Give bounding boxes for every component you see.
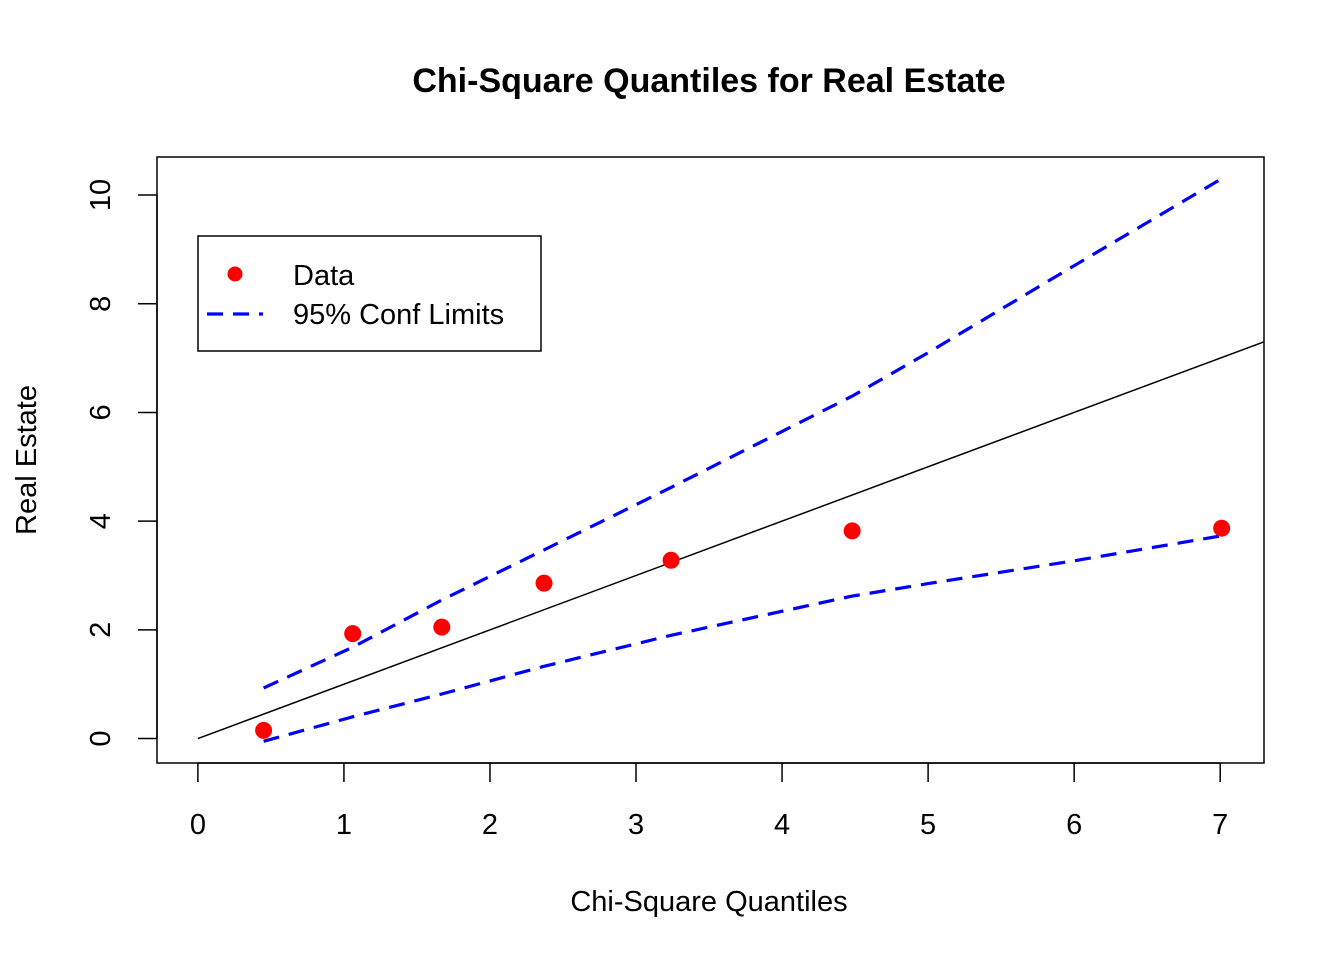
y-tick-label: 0 <box>85 730 117 746</box>
legend-box <box>197 235 542 352</box>
x-tick-label: 2 <box>482 809 498 841</box>
x-tick-label: 7 <box>1212 809 1228 841</box>
upper-conf-limit-line <box>262 177 1223 690</box>
data-point <box>662 551 680 569</box>
x-tick-label: 6 <box>1066 809 1082 841</box>
y-tick-label: 8 <box>85 296 117 312</box>
x-axis-label: Chi-Square Quantiles <box>570 886 847 918</box>
plot-content <box>197 177 1264 743</box>
y-axis: 0 2 4 6 8 10 <box>85 179 158 747</box>
data-point <box>344 625 362 643</box>
x-tick-label: 3 <box>628 809 644 841</box>
data-point <box>535 574 553 592</box>
y-tick-label: 2 <box>85 622 117 638</box>
legend-data-label: Data <box>293 260 355 292</box>
x-tick-label: 4 <box>774 809 790 841</box>
y-tick-label: 10 <box>85 179 117 211</box>
data-point <box>255 721 273 739</box>
legend-conf-limits-label: 95% Conf Limits <box>293 299 504 331</box>
x-tick-label: 1 <box>336 809 352 841</box>
x-tick-label: 0 <box>190 809 206 841</box>
y-tick-label: 6 <box>85 404 117 420</box>
x-axis: 0 1 2 3 4 5 6 7 <box>190 762 1228 841</box>
data-point <box>1213 519 1231 537</box>
chart-title: Chi-Square Quantiles for Real Estate <box>412 62 1005 100</box>
legend-data-marker <box>227 266 243 282</box>
y-tick-label: 4 <box>85 513 117 529</box>
x-tick-label: 5 <box>920 809 936 841</box>
data-point <box>433 618 451 636</box>
legend: Data 95% Conf Limits <box>197 235 542 352</box>
y-axis-label: Real Estate <box>11 385 43 535</box>
lower-conf-limit-line <box>263 534 1222 743</box>
reference-line <box>197 341 1264 740</box>
data-point <box>843 522 861 540</box>
